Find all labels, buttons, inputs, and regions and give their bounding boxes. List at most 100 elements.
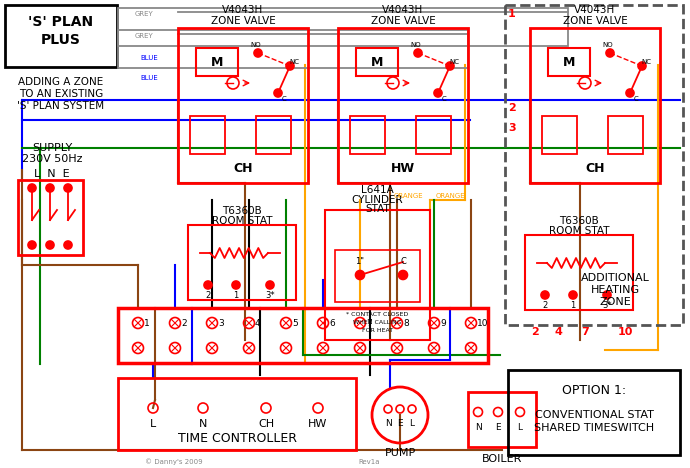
Circle shape xyxy=(28,241,36,249)
Text: GREY: GREY xyxy=(135,11,154,17)
Bar xyxy=(356,48,398,76)
Text: V4043H: V4043H xyxy=(382,5,424,15)
Text: L641A: L641A xyxy=(361,185,394,195)
Text: PLUS: PLUS xyxy=(41,33,81,47)
Text: V4043H: V4043H xyxy=(222,5,264,15)
Text: L: L xyxy=(150,419,156,429)
Text: CONVENTIONAL STAT: CONVENTIONAL STAT xyxy=(535,410,653,420)
Text: 1: 1 xyxy=(508,9,516,19)
Circle shape xyxy=(64,184,72,192)
Text: T6360B: T6360B xyxy=(222,206,262,216)
Circle shape xyxy=(286,62,294,70)
Circle shape xyxy=(232,281,240,289)
Text: 3*: 3* xyxy=(265,292,275,300)
Text: ROOM STAT: ROOM STAT xyxy=(549,226,609,236)
Circle shape xyxy=(626,89,634,97)
Text: CH: CH xyxy=(258,419,274,429)
Text: NO: NO xyxy=(602,42,613,48)
Text: L: L xyxy=(518,424,522,432)
Text: ZONE VALVE: ZONE VALVE xyxy=(371,16,435,26)
Bar xyxy=(608,116,643,154)
Text: BOILER: BOILER xyxy=(482,454,522,464)
Text: © Danny's 2009: © Danny's 2009 xyxy=(145,459,203,465)
Bar xyxy=(505,5,683,325)
Text: C: C xyxy=(282,96,286,102)
Circle shape xyxy=(603,291,611,299)
Text: HW: HW xyxy=(391,161,415,175)
Circle shape xyxy=(254,49,262,57)
Bar xyxy=(5,5,117,67)
Bar xyxy=(118,308,488,363)
Text: 2: 2 xyxy=(542,301,548,310)
Text: NC: NC xyxy=(449,59,459,65)
Text: 7: 7 xyxy=(366,319,372,328)
Bar xyxy=(118,30,468,68)
Text: 10: 10 xyxy=(618,327,633,337)
Circle shape xyxy=(606,49,614,57)
Circle shape xyxy=(399,271,408,279)
Circle shape xyxy=(355,271,364,279)
Text: L: L xyxy=(409,418,415,427)
Text: Rev1a: Rev1a xyxy=(359,459,380,465)
Text: T6360B: T6360B xyxy=(559,216,599,226)
Text: N: N xyxy=(475,424,482,432)
Text: 6: 6 xyxy=(329,319,335,328)
Text: 2: 2 xyxy=(508,103,516,113)
Text: BLUE: BLUE xyxy=(140,55,158,61)
Bar xyxy=(416,116,451,154)
Circle shape xyxy=(204,281,212,289)
Text: V4043H: V4043H xyxy=(574,5,615,15)
Bar xyxy=(525,235,633,310)
Text: OPTION 1:: OPTION 1: xyxy=(562,383,626,396)
Text: HW: HW xyxy=(308,419,328,429)
Text: ORANGE: ORANGE xyxy=(435,193,465,199)
Circle shape xyxy=(64,241,72,249)
Bar xyxy=(325,210,430,340)
Circle shape xyxy=(274,89,282,97)
Text: E: E xyxy=(397,418,403,427)
Text: M: M xyxy=(371,56,383,68)
Text: WHEN CALLING: WHEN CALLING xyxy=(353,321,402,326)
Text: PUMP: PUMP xyxy=(384,448,415,458)
Bar xyxy=(118,8,568,46)
Bar xyxy=(190,116,225,154)
Text: ROOM STAT: ROOM STAT xyxy=(212,216,273,226)
Text: ORANGE: ORANGE xyxy=(393,193,423,199)
Bar xyxy=(178,28,308,183)
Text: NO: NO xyxy=(250,42,262,48)
Text: 4: 4 xyxy=(554,327,562,337)
Circle shape xyxy=(46,241,54,249)
Text: 9: 9 xyxy=(440,319,446,328)
Text: C: C xyxy=(400,257,406,266)
Bar xyxy=(18,180,83,255)
Text: * CONTACT CLOSED: * CONTACT CLOSED xyxy=(346,313,408,317)
Text: 1: 1 xyxy=(144,319,150,328)
Text: STAT: STAT xyxy=(365,204,390,214)
Text: BLUE: BLUE xyxy=(140,75,158,81)
Text: 8: 8 xyxy=(403,319,408,328)
Text: 2: 2 xyxy=(531,327,539,337)
Text: CH: CH xyxy=(233,161,253,175)
Text: 1: 1 xyxy=(571,301,575,310)
Bar xyxy=(188,225,296,300)
Bar xyxy=(508,370,680,455)
Text: TIME CONTROLLER: TIME CONTROLLER xyxy=(177,431,297,445)
Circle shape xyxy=(638,62,646,70)
Text: NC: NC xyxy=(641,59,651,65)
Bar xyxy=(118,378,356,450)
Circle shape xyxy=(266,281,274,289)
Bar xyxy=(338,28,468,183)
Text: M: M xyxy=(563,56,575,68)
Text: 4: 4 xyxy=(255,319,261,328)
Text: SHARED TIMESWITCH: SHARED TIMESWITCH xyxy=(534,423,654,433)
Text: 10: 10 xyxy=(477,319,489,328)
Bar xyxy=(548,48,590,76)
Circle shape xyxy=(446,62,454,70)
Circle shape xyxy=(46,184,54,192)
Text: 3: 3 xyxy=(509,123,516,133)
Text: N: N xyxy=(199,419,207,429)
Circle shape xyxy=(28,184,36,192)
Text: GREY: GREY xyxy=(135,33,154,39)
Text: 1: 1 xyxy=(233,292,239,300)
Text: ZONE VALVE: ZONE VALVE xyxy=(210,16,275,26)
